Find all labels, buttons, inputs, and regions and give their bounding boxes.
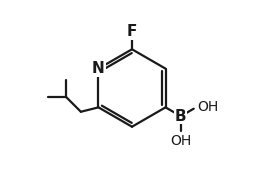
Text: N: N — [92, 61, 105, 76]
Text: OH: OH — [197, 100, 218, 114]
Text: OH: OH — [170, 134, 191, 148]
Text: F: F — [127, 24, 137, 39]
Text: B: B — [175, 109, 187, 124]
